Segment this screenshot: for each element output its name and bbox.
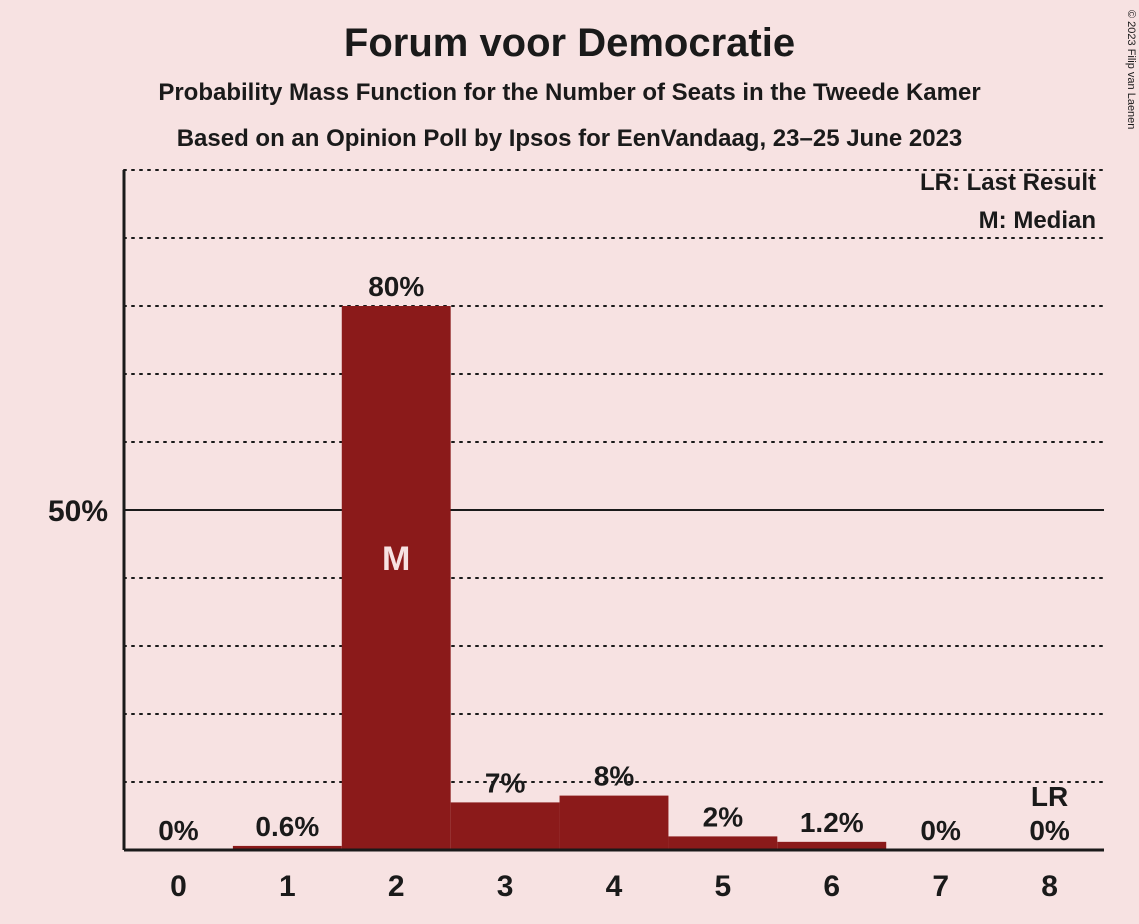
bar (342, 306, 451, 850)
bar-value-label: 1.2% (800, 807, 864, 838)
bar-value-label: 7% (485, 767, 526, 798)
x-tick-label: 4 (606, 870, 623, 903)
x-tick-label: 1 (279, 870, 296, 903)
bar (451, 802, 560, 850)
bar (668, 836, 777, 850)
bar-value-label: 0.6% (255, 811, 319, 842)
x-tick-label: 3 (497, 870, 514, 903)
x-tick-label: 5 (715, 870, 732, 903)
chart-subtitle-1: Probability Mass Function for the Number… (158, 79, 980, 106)
bar-value-label: 2% (703, 801, 744, 832)
bar-value-label: 8% (594, 761, 635, 792)
y-tick-label: 50% (48, 495, 108, 528)
legend-item: M: Median (979, 207, 1096, 234)
bar-value-label: 0% (1029, 815, 1070, 846)
bar (560, 796, 669, 850)
bar-value-label: 80% (368, 271, 424, 302)
last-result-marker: LR (1031, 781, 1068, 812)
chart-subtitle-2: Based on an Opinion Poll by Ipsos for Ee… (177, 125, 963, 152)
x-tick-label: 8 (1041, 870, 1058, 903)
copyright-text: © 2023 Filip van Laenen (1125, 10, 1137, 129)
x-tick-label: 6 (823, 870, 840, 903)
legend-item: LR: Last Result (920, 169, 1096, 196)
x-tick-label: 0 (170, 870, 187, 903)
x-tick-label: 7 (932, 870, 949, 903)
pmf-bar-chart: Forum voor Democratie Probability Mass Fu… (0, 0, 1139, 924)
bar-value-label: 0% (920, 815, 961, 846)
median-marker: M (382, 540, 410, 578)
chart-title: Forum voor Democratie (344, 21, 795, 65)
x-tick-label: 2 (388, 870, 405, 903)
bar-value-label: 0% (158, 815, 199, 846)
